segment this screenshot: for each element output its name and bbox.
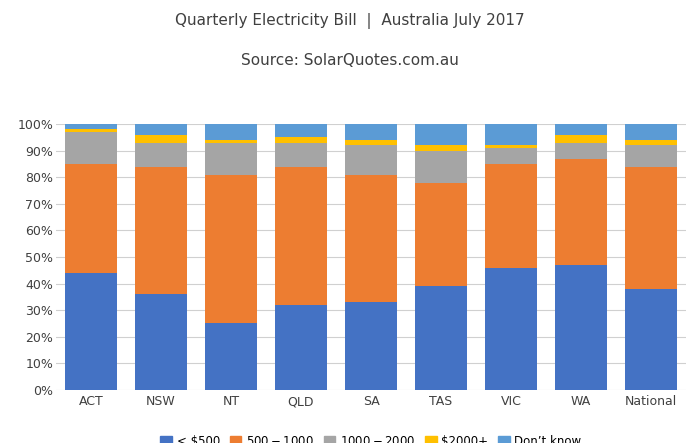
Bar	[204, 143, 258, 175]
Bar	[204, 124, 258, 140]
Text: Source: SolarQuotes.com.au: Source: SolarQuotes.com.au	[241, 53, 459, 68]
Bar	[344, 140, 398, 145]
Bar	[554, 143, 608, 159]
Bar	[484, 148, 538, 164]
Bar	[204, 323, 258, 390]
Bar	[414, 151, 468, 183]
Bar	[484, 124, 538, 145]
Bar	[204, 175, 258, 323]
Bar	[624, 167, 678, 289]
Bar	[344, 124, 398, 140]
Legend: < $500, $500 - $1000, $1000- $2000, $2000+, Don’t know: < $500, $500 - $1000, $1000- $2000, $200…	[155, 430, 587, 443]
Bar	[344, 145, 398, 175]
Bar	[554, 265, 608, 390]
Bar	[274, 137, 328, 143]
Bar	[274, 124, 328, 137]
Bar	[64, 124, 118, 129]
Bar	[64, 273, 118, 390]
Bar	[484, 268, 538, 390]
Bar	[624, 289, 678, 390]
Bar	[624, 140, 678, 145]
Bar	[414, 286, 468, 390]
Bar	[344, 175, 398, 302]
Bar	[554, 135, 608, 143]
Text: Quarterly Electricity Bill  |  Australia July 2017: Quarterly Electricity Bill | Australia J…	[175, 13, 525, 29]
Bar	[134, 167, 188, 294]
Bar	[64, 129, 118, 132]
Bar	[274, 143, 328, 167]
Bar	[274, 167, 328, 305]
Bar	[134, 143, 188, 167]
Bar	[274, 305, 328, 390]
Bar	[414, 145, 468, 151]
Bar	[484, 164, 538, 268]
Bar	[484, 145, 538, 148]
Bar	[64, 164, 118, 273]
Bar	[344, 302, 398, 390]
Bar	[134, 135, 188, 143]
Bar	[204, 140, 258, 143]
Bar	[414, 183, 468, 286]
Bar	[554, 124, 608, 135]
Bar	[554, 159, 608, 265]
Bar	[624, 145, 678, 167]
Bar	[414, 124, 468, 145]
Bar	[134, 124, 188, 135]
Bar	[624, 124, 678, 140]
Bar	[64, 132, 118, 164]
Bar	[134, 294, 188, 390]
